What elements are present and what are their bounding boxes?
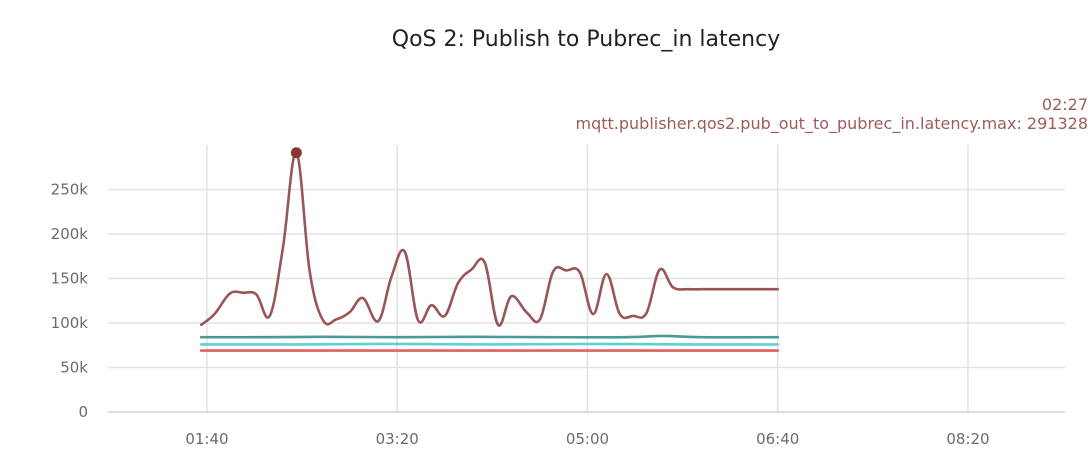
chart-title: QoS 2: Publish to Pubrec_in latency xyxy=(391,27,781,52)
y-tick-label: 100k xyxy=(51,314,89,332)
y-tick-label: 200k xyxy=(51,225,89,243)
horizontal-grid xyxy=(108,188,1065,413)
x-axis-ticks: 01:40 03:20 05:00 06:40 08:20 xyxy=(185,430,989,448)
x-tick-label: 05:00 xyxy=(566,430,609,448)
series-line-max xyxy=(199,151,779,327)
series-lines xyxy=(199,151,779,352)
x-tick-label: 06:40 xyxy=(756,430,799,448)
y-axis-ticks: 0 50k 100k 150k 200k 250k xyxy=(51,181,89,422)
x-tick-label: 08:20 xyxy=(946,430,989,448)
hover-time-label: 02:27 xyxy=(1041,95,1088,114)
hover-layer xyxy=(290,147,302,159)
y-tick-label: 150k xyxy=(51,270,89,288)
x-tick-label: 01:40 xyxy=(185,430,228,448)
series-line-p95 xyxy=(199,342,779,346)
hover-series-value: 291328 xyxy=(1026,114,1088,133)
series-line-p99 xyxy=(199,334,779,339)
y-tick-label: 0 xyxy=(78,403,88,421)
hover-series-name: mqtt.publisher.qos2.pub_out_to_pubrec_in… xyxy=(575,114,1017,133)
y-tick-label: 50k xyxy=(60,359,88,377)
y-tick-label: 250k xyxy=(51,181,89,199)
x-tick-label: 03:20 xyxy=(376,430,419,448)
hover-point-marker[interactable] xyxy=(290,147,302,159)
hover-series-label: mqtt.publisher.qos2.pub_out_to_pubrec_in… xyxy=(575,114,1088,133)
